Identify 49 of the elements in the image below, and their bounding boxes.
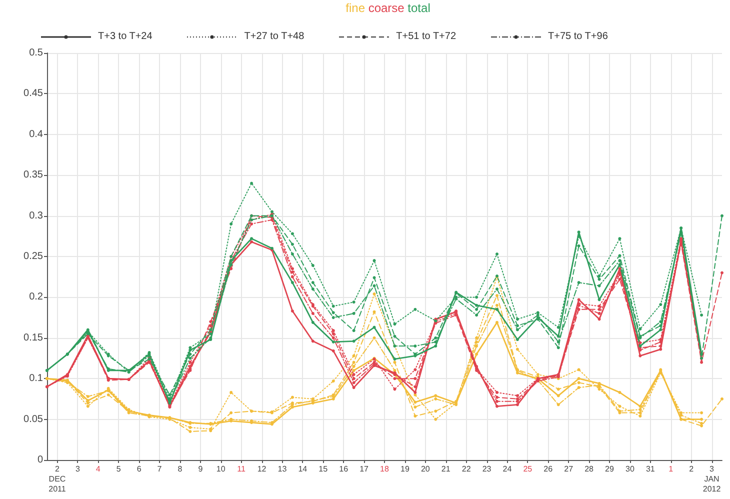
x-tick-label: 6 (136, 464, 142, 474)
chart-subtitle: fine coarse total (346, 1, 430, 15)
x-tick-label: 24 (502, 464, 512, 474)
y-tick-label: 0.2 (29, 292, 44, 303)
x-tick-label: 5 (116, 464, 122, 474)
x-tick-label: 27 (564, 464, 574, 474)
y-tick-label: 0.45 (24, 88, 44, 100)
x-tick-label: 29 (605, 464, 614, 474)
x-tick-label: 12 (257, 464, 267, 474)
x-tick-label: 17 (360, 464, 370, 474)
x-tick-label: 4 (96, 464, 101, 474)
y-tick-label: 0.1 (29, 373, 44, 384)
text: T+51 to T+72 (396, 31, 456, 42)
x-tick-label: 10 (216, 464, 226, 474)
x-tick-label: 31 (646, 464, 656, 474)
x-tick-label: 8 (178, 464, 183, 474)
x-tick-label: 2 DEC 2011 (48, 464, 66, 494)
text: T+27 to T+48 (244, 31, 304, 42)
y-tick-label: 0.5 (29, 48, 44, 58)
x-tick-label: 11 (237, 464, 246, 474)
x-tick-label: 1 (668, 464, 674, 474)
x-tick-label: 14 (298, 464, 308, 474)
y-tick-label: 0.3 (29, 210, 44, 222)
y-tick-label: 0.35 (24, 170, 44, 181)
text: T+75 to T+96 (548, 31, 608, 42)
x-tick-label: 13 (278, 464, 288, 474)
x-tick-label: 9 (198, 464, 204, 474)
x-tick-label: 23 (482, 464, 492, 474)
y-tick-label: 0.15 (24, 332, 44, 344)
x-tick-label: 19 (400, 464, 410, 474)
y-tick-label: 0.05 (24, 414, 44, 425)
y-tick-label: 0.4 (29, 128, 44, 140)
x-tick-label: 20 (420, 464, 430, 474)
x-tick-label: 16 (339, 464, 349, 474)
x-tick-label: 3 (75, 464, 80, 474)
x-tick-label: 30 (626, 464, 635, 474)
text: T+3 to T+24 (98, 31, 152, 42)
y-tick-label: 0.25 (24, 251, 44, 262)
x-tick-label: 3 JAN 2012 (702, 464, 722, 494)
x-tick-label: 28 (584, 464, 594, 474)
x-tick-label: 15 (318, 464, 328, 474)
x-tick-label: 21 (441, 464, 451, 474)
x-tick-label: 26 (544, 464, 554, 474)
x-tick-label: 7 (157, 464, 162, 474)
x-tick-label: 18 (380, 464, 390, 474)
x-tick-label: 25 (523, 464, 533, 474)
y-tick-label: 0 (37, 454, 44, 466)
x-tick-label: 2 (689, 464, 694, 474)
x-tick-label: 22 (462, 464, 472, 474)
